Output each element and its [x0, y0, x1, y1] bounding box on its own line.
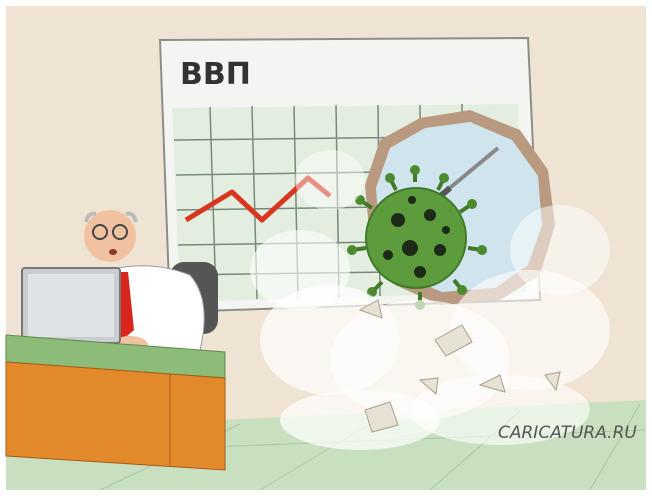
watermark: CARICATURA.RU [498, 423, 637, 443]
monitor-part [28, 274, 114, 337]
desk [6, 335, 225, 470]
virus-part [410, 165, 420, 175]
virus-part [408, 196, 416, 204]
virus-part [424, 209, 436, 221]
virus-part [402, 240, 418, 256]
cartoon: ВВП [0, 0, 652, 496]
virus-part [439, 173, 449, 183]
desk-part [6, 362, 225, 470]
virus-part [383, 250, 393, 260]
man-part [84, 210, 136, 262]
virus-part [457, 285, 467, 295]
virus-part [477, 245, 487, 255]
board-title: ВВП [180, 57, 251, 92]
virus-part [385, 173, 395, 183]
virus-part [391, 213, 405, 227]
dust-cloud-part [295, 150, 365, 210]
man-part [109, 249, 117, 255]
dust-cloud-part [510, 205, 610, 295]
virus-part [467, 199, 477, 209]
virus-part [347, 245, 357, 255]
virus-part [414, 266, 426, 278]
virus-part [442, 226, 450, 234]
virus-part [434, 244, 446, 256]
